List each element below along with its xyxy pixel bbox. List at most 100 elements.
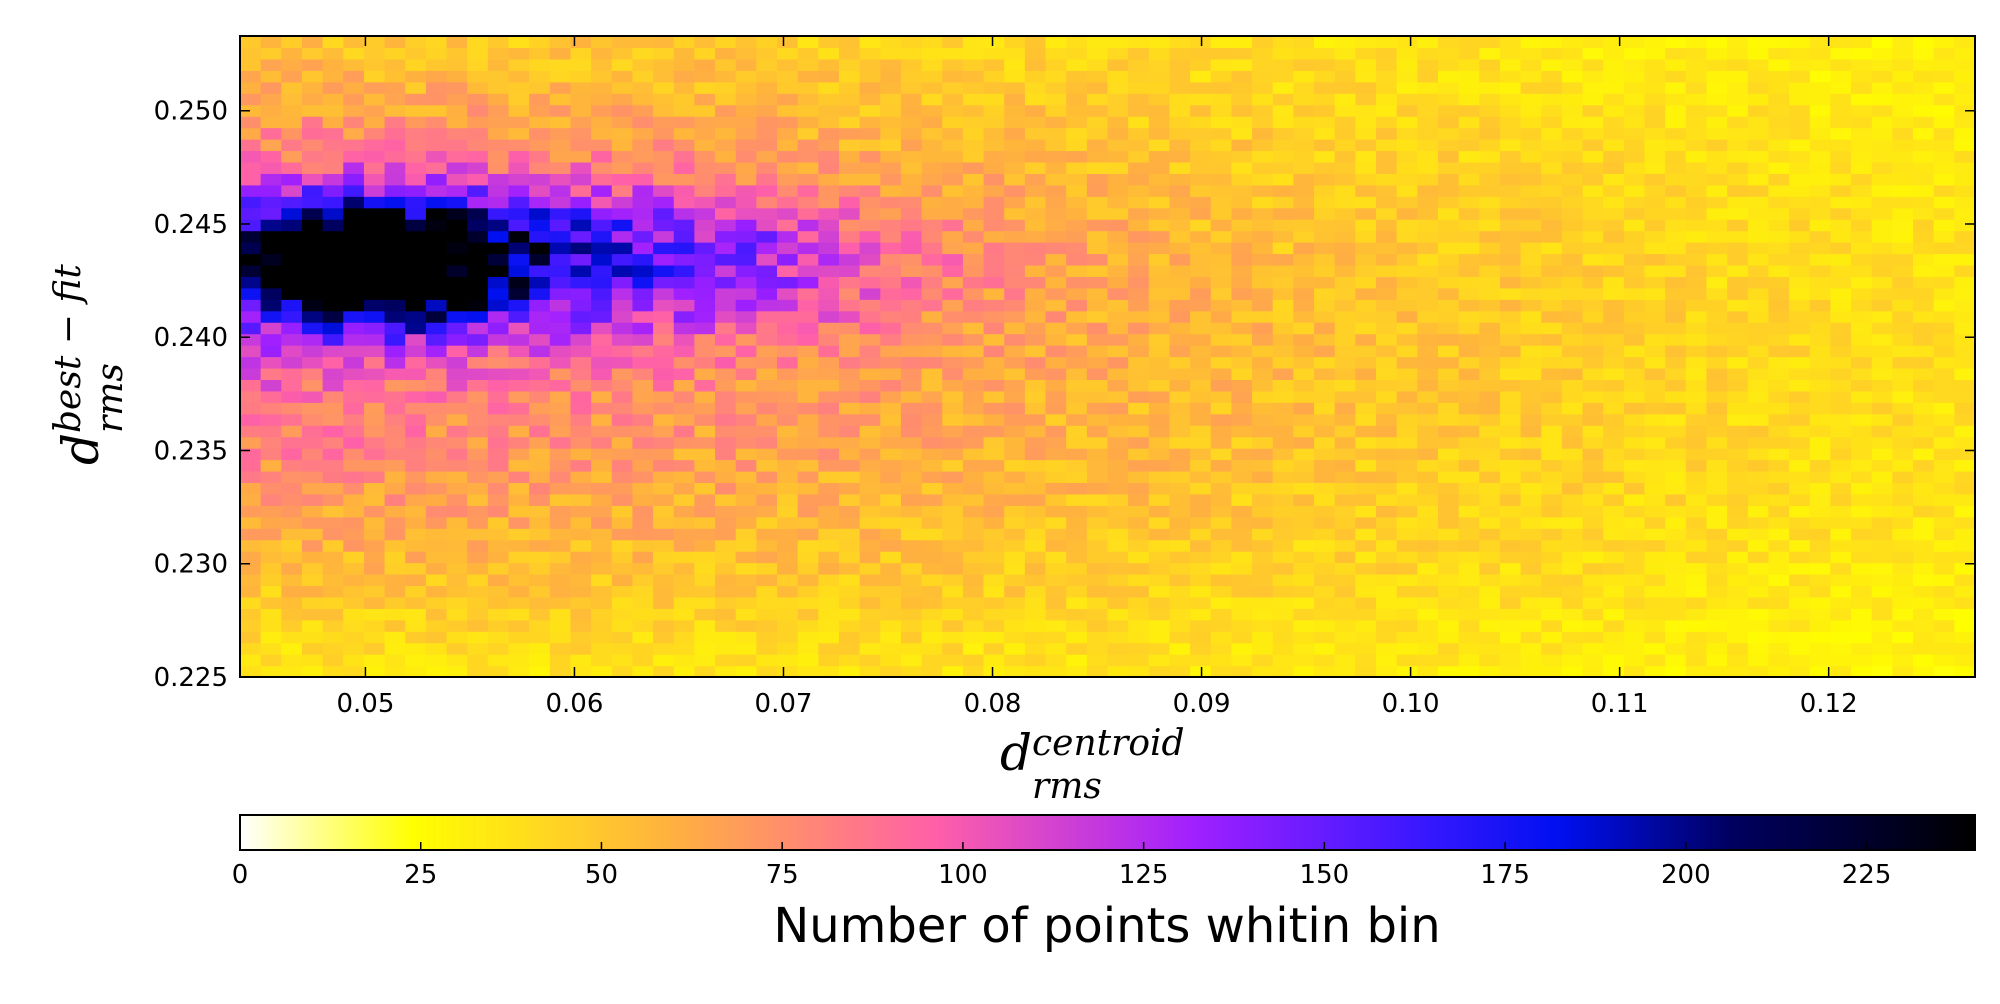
heatmap-cell (1810, 631, 1831, 643)
heatmap-cell (694, 219, 715, 231)
heatmap-cell (1397, 139, 1418, 151)
heatmap-cell (281, 219, 302, 231)
heatmap-cell (674, 551, 695, 563)
heatmap-cell (1335, 425, 1356, 437)
heatmap-cell (632, 59, 653, 71)
heatmap-cell (736, 414, 757, 426)
heatmap-cell (632, 402, 653, 414)
heatmap-cell (1128, 563, 1149, 575)
heatmap-cell (405, 299, 426, 311)
heatmap-cell (591, 345, 612, 357)
heatmap-cell (1645, 185, 1666, 197)
heatmap-cell (550, 116, 571, 128)
heatmap-cell (1438, 368, 1459, 380)
heatmap-cell (1128, 425, 1149, 437)
heatmap-cell (1665, 311, 1686, 323)
heatmap-cell (1706, 494, 1727, 506)
heatmap-cell (447, 59, 468, 71)
heatmap-cell (364, 208, 385, 220)
heatmap-cell (798, 299, 819, 311)
heatmap-cell (1231, 528, 1252, 540)
heatmap-cell (1128, 242, 1149, 254)
heatmap-cell (1954, 47, 1975, 59)
heatmap-cell (632, 494, 653, 506)
heatmap-cell (942, 128, 963, 140)
heatmap-cell (1521, 437, 1542, 449)
heatmap-cell (1665, 219, 1686, 231)
heatmap-cell (632, 288, 653, 300)
heatmap-cell (1273, 70, 1294, 82)
heatmap-cell (818, 242, 839, 254)
heatmap-cell (1417, 585, 1438, 597)
heatmap-cell (1252, 322, 1273, 334)
heatmap-cell (922, 70, 943, 82)
heatmap-cell (1562, 368, 1583, 380)
heatmap-cell (1603, 505, 1624, 517)
heatmap-cell (1211, 334, 1232, 346)
heatmap-cell (901, 563, 922, 575)
heatmap-cell (509, 162, 530, 174)
heatmap-cell (1624, 265, 1645, 277)
heatmap-cell (1645, 643, 1666, 655)
heatmap-cell (1624, 597, 1645, 609)
heatmap-cell (1293, 116, 1314, 128)
heatmap-cell (1314, 185, 1335, 197)
heatmap-cell (1169, 196, 1190, 208)
heatmap-cell (1934, 551, 1955, 563)
heatmap-cell (901, 597, 922, 609)
heatmap-cell (343, 425, 364, 437)
heatmap-cell (591, 116, 612, 128)
heatmap-cell (1892, 82, 1913, 94)
heatmap-cell (509, 597, 530, 609)
heatmap-cell (1066, 585, 1087, 597)
heatmap-cell (529, 59, 550, 71)
heatmap-cell (1025, 276, 1046, 288)
heatmap-cell (302, 402, 323, 414)
heatmap-cell (1438, 563, 1459, 575)
heatmap-cell (405, 551, 426, 563)
heatmap-cell (385, 70, 406, 82)
heatmap-cell (1768, 196, 1789, 208)
heatmap-cell (1645, 402, 1666, 414)
heatmap-cell (1934, 414, 1955, 426)
heatmap-cell (1149, 482, 1170, 494)
heatmap-cell (426, 139, 447, 151)
heatmap-cell (1645, 299, 1666, 311)
heatmap-cell (1686, 219, 1707, 231)
heatmap-cell (1789, 173, 1810, 185)
heatmap-cell (653, 208, 674, 220)
heatmap-cell (674, 93, 695, 105)
heatmap-cell (674, 82, 695, 94)
heatmap-cell (1128, 448, 1149, 460)
heatmap-cell (798, 253, 819, 265)
heatmap-cell (1645, 82, 1666, 94)
heatmap-cell (591, 322, 612, 334)
heatmap-cell (1830, 139, 1851, 151)
heatmap-cell (509, 482, 530, 494)
heatmap-cell (426, 620, 447, 632)
heatmap-cell (736, 173, 757, 185)
heatmap-cell (1417, 654, 1438, 666)
heatmap-cell (1562, 322, 1583, 334)
heatmap-cell (1934, 311, 1955, 323)
heatmap-cell (984, 116, 1005, 128)
heatmap-cell (1004, 654, 1025, 666)
heatmap-cell (1128, 265, 1149, 277)
heatmap-cell (736, 59, 757, 71)
heatmap-cell (1335, 540, 1356, 552)
heatmap-cell (694, 185, 715, 197)
heatmap-cell (1004, 162, 1025, 174)
heatmap-cell (612, 585, 633, 597)
heatmap-cell (1562, 505, 1583, 517)
heatmap-cell (1913, 368, 1934, 380)
heatmap-cell (1025, 70, 1046, 82)
heatmap-cell (1459, 70, 1480, 82)
heatmap-cell (632, 643, 653, 655)
heatmap-cell (612, 494, 633, 506)
heatmap-cell (529, 345, 550, 357)
heatmap-cell (1562, 597, 1583, 609)
heatmap-cell (1541, 379, 1562, 391)
heatmap-cell (756, 219, 777, 231)
heatmap-cell (818, 597, 839, 609)
heatmap-cell (612, 597, 633, 609)
